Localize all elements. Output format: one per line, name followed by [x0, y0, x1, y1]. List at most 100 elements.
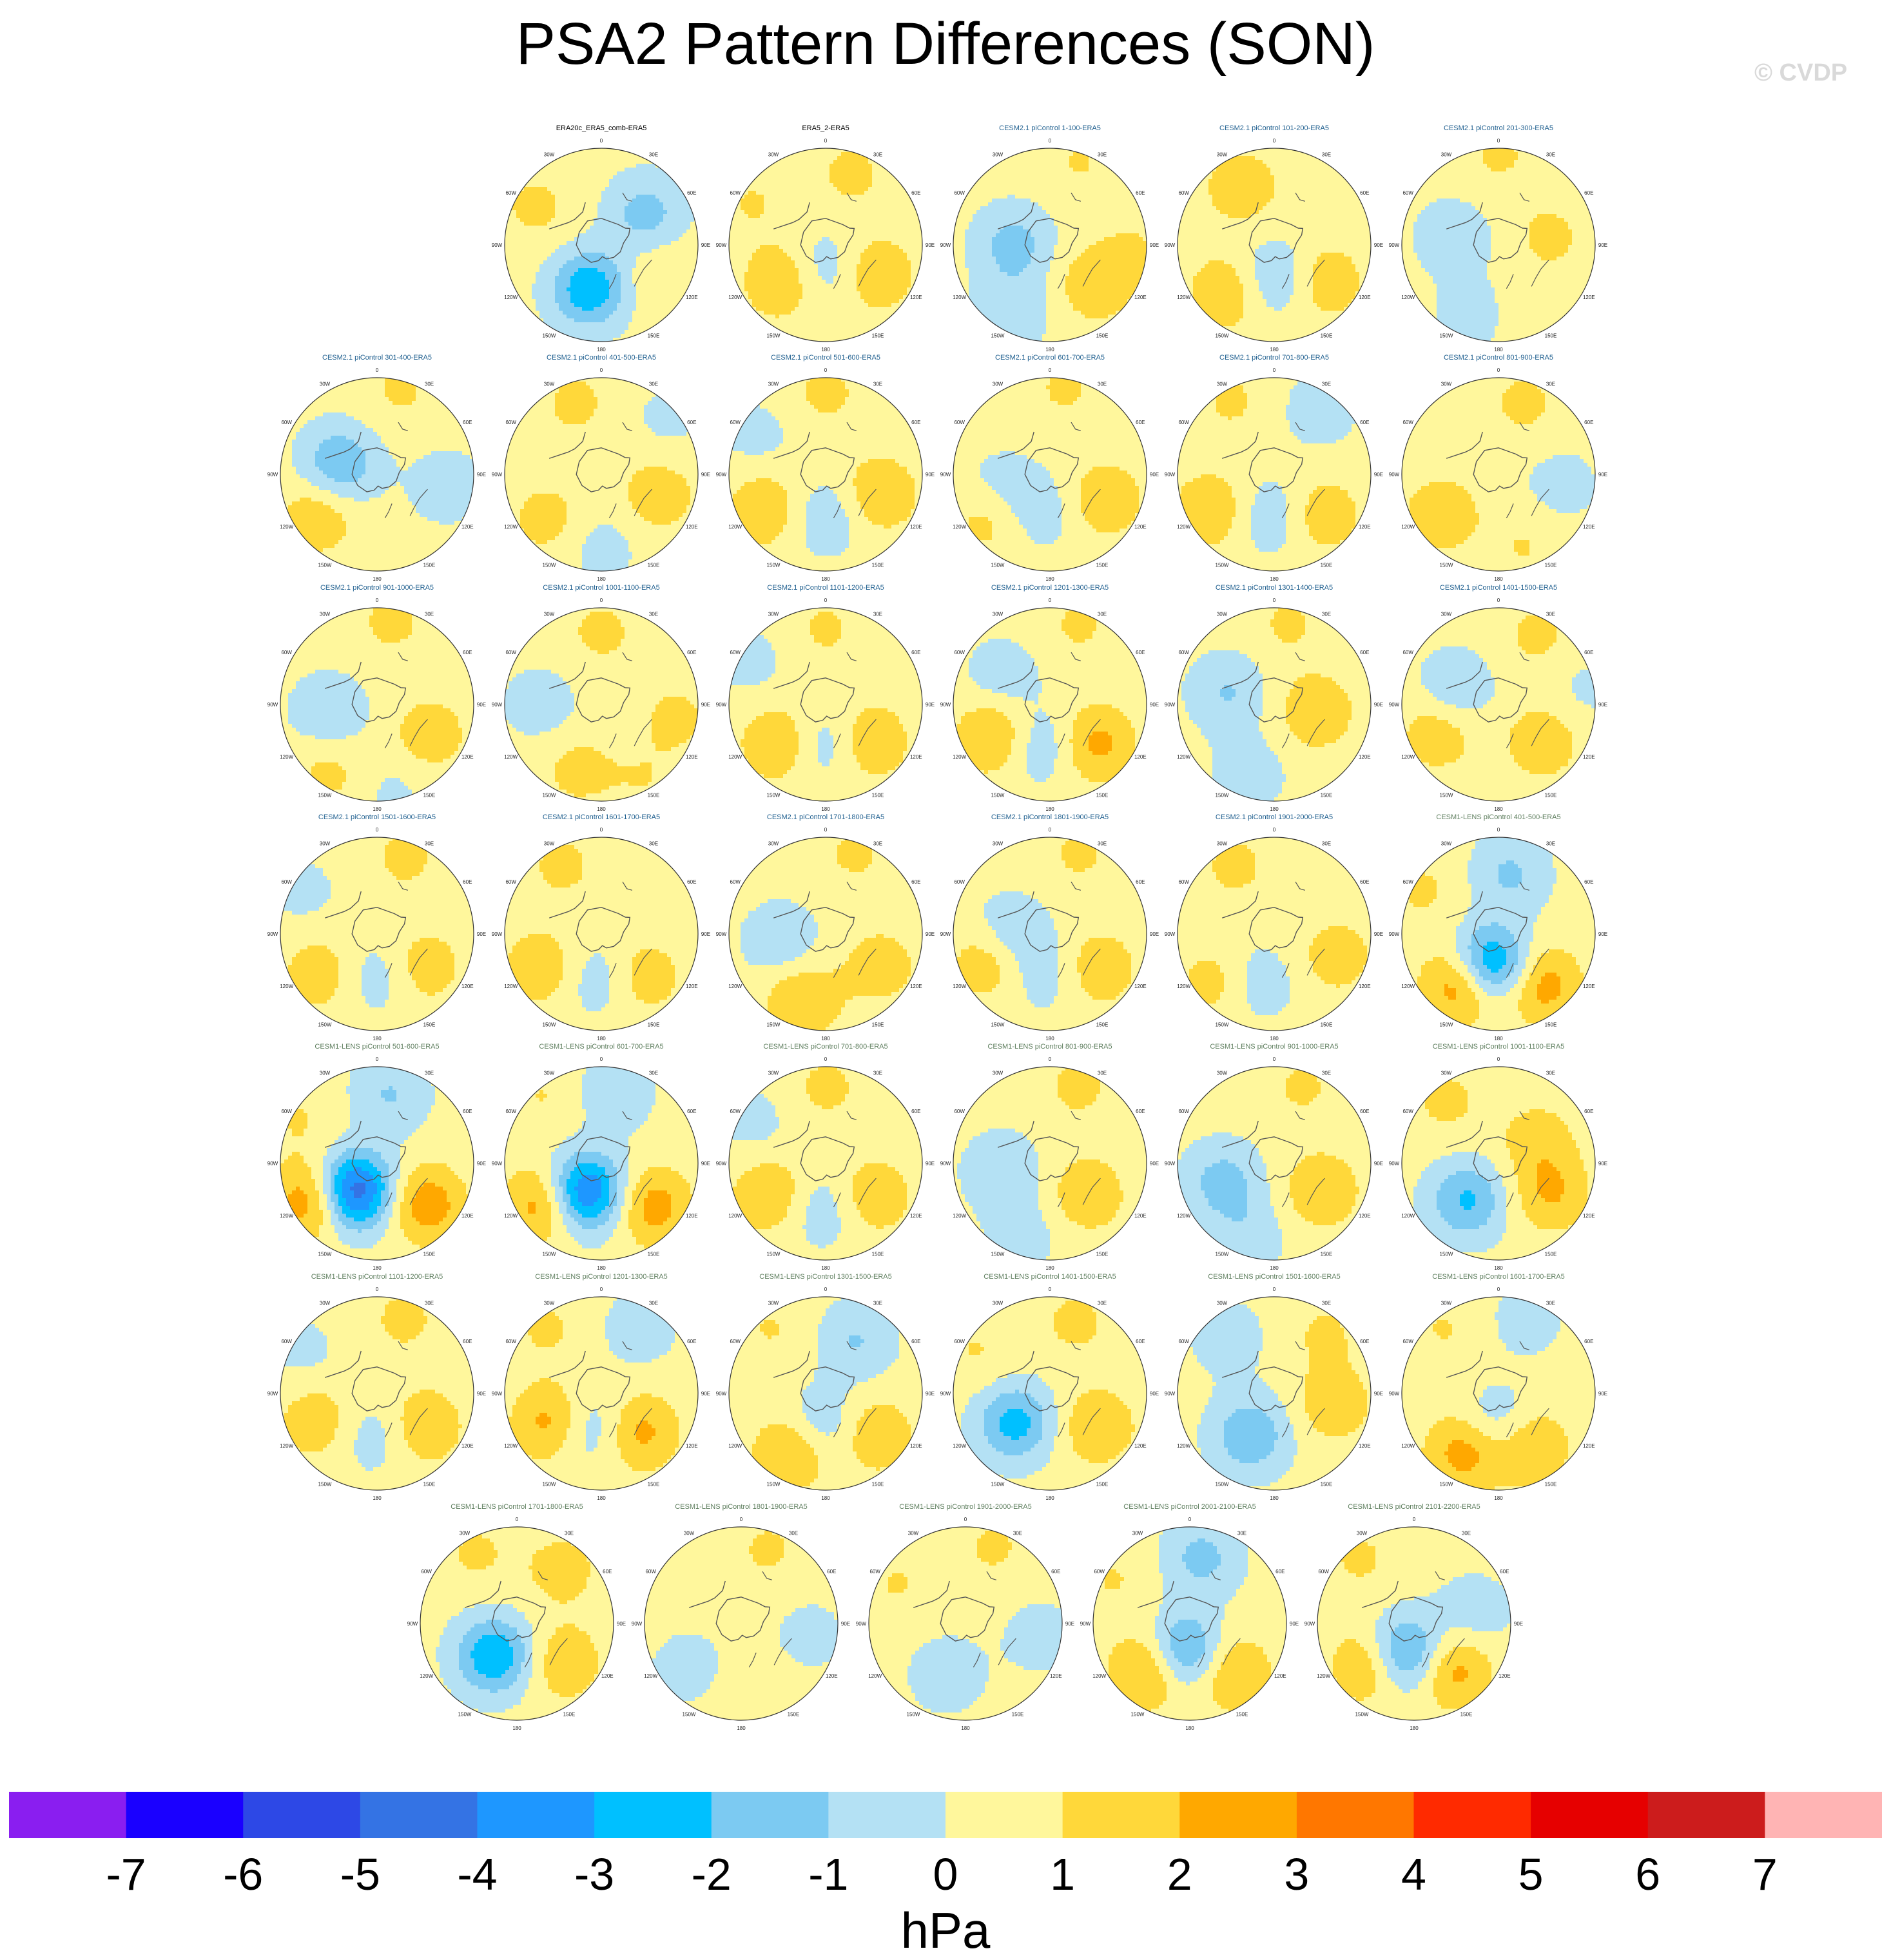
- longitude-label: 150E: [423, 792, 436, 798]
- longitude-label: 60W: [1178, 190, 1189, 196]
- longitude-label: 90E: [1374, 1161, 1383, 1167]
- pressure-anomaly-field: [729, 378, 922, 571]
- longitude-label: 30W: [1441, 612, 1452, 617]
- panel-title: ERA5_2-ERA5: [802, 124, 849, 132]
- pressure-anomaly-field: [953, 608, 1147, 801]
- longitude-label: 90W: [492, 931, 503, 937]
- map-panel: CESM1-LENS piControl 501-600-ERA5030E60E…: [267, 1041, 487, 1266]
- longitude-label: 90E: [1598, 702, 1607, 708]
- longitude-label: 120W: [953, 1443, 966, 1449]
- panel-title: CESM1-LENS piControl 901-1000-ERA5: [1210, 1043, 1338, 1051]
- longitude-label: 150W: [991, 1251, 1005, 1257]
- longitude-label: 120E: [910, 984, 922, 989]
- longitude-label: 30E: [1546, 841, 1555, 847]
- longitude-label: 60W: [730, 1339, 741, 1344]
- longitude-label: 90E: [926, 472, 935, 478]
- longitude-label: 150W: [991, 1022, 1005, 1027]
- longitude-label: 90W: [632, 1621, 643, 1627]
- longitude-label: 30W: [768, 152, 779, 158]
- map-panel: CESM2.1 piControl 401-500-ERA5030E60E90E…: [492, 352, 711, 577]
- pressure-anomaly-field: [1178, 1067, 1371, 1260]
- pressure-anomaly-field: [1093, 1527, 1286, 1720]
- colorbar-tick-label: 0: [933, 1848, 958, 1900]
- longitude-label: 180: [1270, 1265, 1279, 1271]
- longitude-label: 150W: [767, 562, 781, 568]
- colorbar-box: [1531, 1792, 1648, 1838]
- pressure-anomaly-field: [505, 148, 698, 342]
- colorbar-tick-label: -5: [340, 1848, 380, 1900]
- longitude-label: 180: [1494, 1495, 1503, 1501]
- longitude-label: 120W: [504, 524, 518, 530]
- longitude-label: 120E: [461, 754, 474, 760]
- map-panel: CESM2.1 piControl 1901-2000-ERA5030E60E9…: [1165, 811, 1384, 1037]
- longitude-label: 120W: [1177, 984, 1190, 989]
- longitude-label: 60W: [645, 1569, 656, 1575]
- panel-title: CESM1-LENS piControl 2001-2100-ERA5: [1123, 1503, 1256, 1511]
- longitude-label: 150E: [872, 333, 884, 338]
- colorbar-tick-label: -1: [808, 1848, 848, 1900]
- longitude-label: 30W: [768, 841, 779, 847]
- longitude-label: 120W: [728, 1443, 742, 1449]
- panel-title: CESM1-LENS piControl 2101-2200-ERA5: [1348, 1503, 1480, 1511]
- longitude-label: 0: [1273, 1286, 1276, 1292]
- longitude-label: 120E: [686, 754, 698, 760]
- longitude-label: 0: [1273, 367, 1276, 373]
- colorbar-tick-label: -3: [574, 1848, 614, 1900]
- map-panel: CESM2.1 piControl 101-200-ERA5030E60E90E…: [1165, 122, 1384, 348]
- colorbar-tick-label: 7: [1752, 1848, 1778, 1900]
- longitude-label: 60E: [1584, 650, 1593, 655]
- longitude-label: 150E: [563, 1711, 576, 1717]
- longitude-label: 150W: [543, 1251, 556, 1257]
- panel-title: CESM2.1 piControl 1501-1600-ERA5: [318, 813, 436, 821]
- colorbar: [9, 1792, 1882, 1838]
- pressure-anomaly-field: [1402, 1067, 1595, 1260]
- longitude-label: 180: [1494, 576, 1503, 582]
- map-panel: CESM2.1 piControl 1601-1700-ERA5030E60E9…: [492, 811, 711, 1037]
- longitude-label: 120E: [1134, 754, 1147, 760]
- longitude-label: 150E: [1096, 1481, 1109, 1487]
- longitude-label: 30E: [873, 612, 882, 617]
- longitude-label: 30E: [649, 612, 658, 617]
- longitude-label: 30W: [460, 1531, 470, 1537]
- longitude-label: 150E: [648, 1251, 660, 1257]
- longitude-label: 150E: [423, 562, 436, 568]
- longitude-label: 30W: [1441, 1071, 1452, 1076]
- pressure-anomaly-field: [280, 1067, 474, 1260]
- longitude-label: 180: [821, 1265, 830, 1271]
- longitude-label: 90W: [407, 1621, 418, 1627]
- longitude-label: 30W: [1217, 382, 1228, 387]
- longitude-label: 180: [1270, 1495, 1279, 1501]
- map-panel: CESM1-LENS piControl 1501-1600-ERA5030E6…: [1165, 1271, 1384, 1497]
- panel-title: CESM1-LENS piControl 1301-1500-ERA5: [759, 1273, 891, 1281]
- panel-title: CESM2.1 piControl 1801-1900-ERA5: [991, 813, 1109, 821]
- longitude-label: 150E: [788, 1711, 800, 1717]
- longitude-label: 120W: [1401, 754, 1415, 760]
- longitude-label: 30E: [873, 841, 882, 847]
- longitude-label: 60W: [1094, 1569, 1105, 1575]
- longitude-label: 90W: [492, 1161, 503, 1167]
- longitude-label: 180: [961, 1725, 970, 1731]
- longitude-label: 30E: [1546, 152, 1555, 158]
- panel-title: ERA20c_ERA5_comb-ERA5: [556, 124, 647, 132]
- longitude-label: 30W: [320, 841, 331, 847]
- longitude-label: 90E: [926, 931, 935, 937]
- longitude-label: 120E: [686, 1443, 698, 1449]
- longitude-label: 150E: [1096, 333, 1109, 338]
- longitude-label: 30E: [873, 1071, 882, 1076]
- longitude-label: 120E: [1359, 524, 1371, 530]
- longitude-label: 60E: [911, 879, 920, 885]
- longitude-label: 30E: [873, 1301, 882, 1306]
- longitude-label: 60E: [1584, 879, 1593, 885]
- longitude-label: 150E: [423, 1251, 436, 1257]
- longitude-label: 90W: [940, 1391, 951, 1397]
- longitude-label: 90E: [1150, 242, 1159, 248]
- longitude-label: 30E: [1322, 1071, 1331, 1076]
- longitude-label: 60W: [730, 190, 741, 196]
- longitude-label: 150E: [1236, 1711, 1248, 1717]
- longitude-label: 120W: [728, 1213, 742, 1219]
- map-panel: CESM2.1 piControl 1301-1400-ERA5030E60E9…: [1165, 582, 1384, 808]
- longitude-label: 150E: [423, 1481, 436, 1487]
- map-panel: CESM2.1 piControl 1201-1300-ERA5030E60E9…: [940, 582, 1159, 808]
- longitude-label: 60E: [463, 879, 472, 885]
- longitude-label: 90W: [267, 702, 278, 708]
